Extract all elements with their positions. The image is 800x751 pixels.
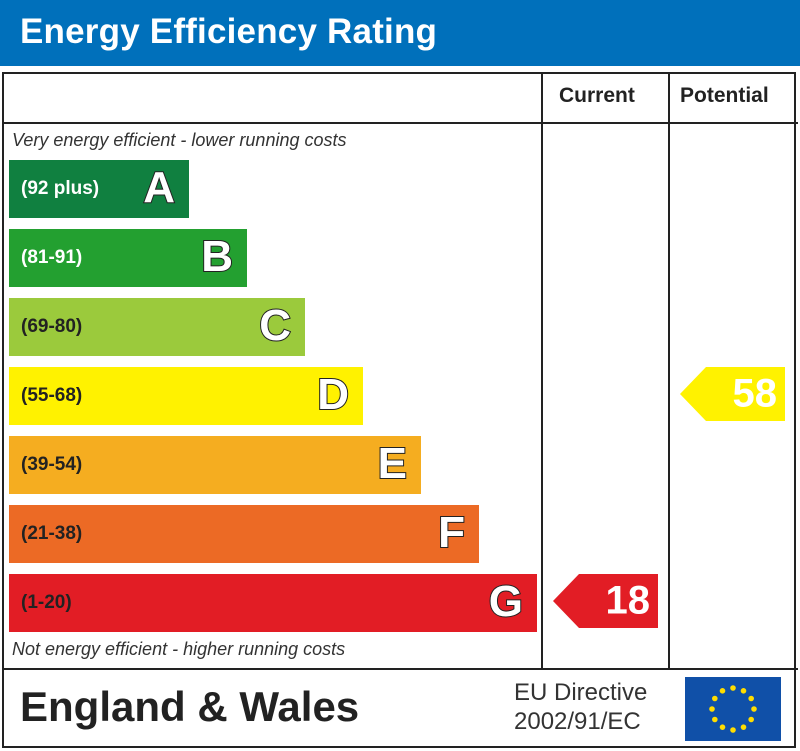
flag-star [740,724,747,730]
arrow-shape [680,367,785,421]
band-letter: G [488,576,524,627]
band-d: (55-68) D [9,367,363,425]
flag-star [719,724,726,730]
arrow-value: 58 [732,371,778,416]
eu-flag-icon [685,677,781,741]
band-range-label: (81-91) [21,247,83,268]
flag-star [730,685,736,691]
band-range-label: (92 plus) [21,178,100,199]
column-divider-current [541,72,543,670]
flag-star [730,727,736,733]
band-range-label: (55-68) [21,385,83,406]
band-g: (1-20) G [9,574,537,632]
arrow-value: 18 [605,578,651,623]
column-header-potential: Potential [680,84,769,107]
rating-frame [2,72,796,748]
flag-star [712,716,718,723]
flag-star [709,706,715,712]
arrow-current: 18 [553,574,658,628]
band-letter: D [316,369,350,420]
page-title: Energy Efficiency Rating [20,12,438,51]
band-letter: C [258,300,292,351]
band-a: (92 plus) A [9,160,189,218]
arrow-shape [553,574,658,628]
note-bottom: Not energy efficient - higher running co… [12,639,346,659]
header-bar: Energy Efficiency Rating [0,0,800,66]
flag-star [748,716,754,723]
band-c: (69-80) C [9,298,305,356]
band-range-label: (69-80) [21,316,83,337]
band-letter: A [142,162,176,213]
footer-divider [2,668,798,670]
band-e: (39-54) E [9,436,421,494]
band-letter: B [200,231,234,282]
flag-star [712,695,718,702]
band-b: (81-91) B [9,229,247,287]
column-divider-potential [668,72,670,670]
column-header-current: Current [559,84,635,107]
header-row-divider [2,122,798,124]
directive-line2: 2002/91/EC [514,708,641,735]
directive-line1: EU Directive [514,679,648,706]
band-letter: F [437,507,466,558]
band-range-label: (1-20) [21,592,72,613]
country-label: England & Wales [20,683,360,730]
flag-star [751,706,757,712]
flag-star [719,688,726,694]
note-top: Very energy efficient - lower running co… [12,130,347,150]
band-letter: E [377,438,408,489]
band-range-label: (21-38) [21,523,83,544]
band-f: (21-38) F [9,505,479,563]
band-range-label: (39-54) [21,454,83,475]
arrow-potential: 58 [680,367,785,421]
flag-star [740,688,747,694]
flag-star [748,695,754,702]
